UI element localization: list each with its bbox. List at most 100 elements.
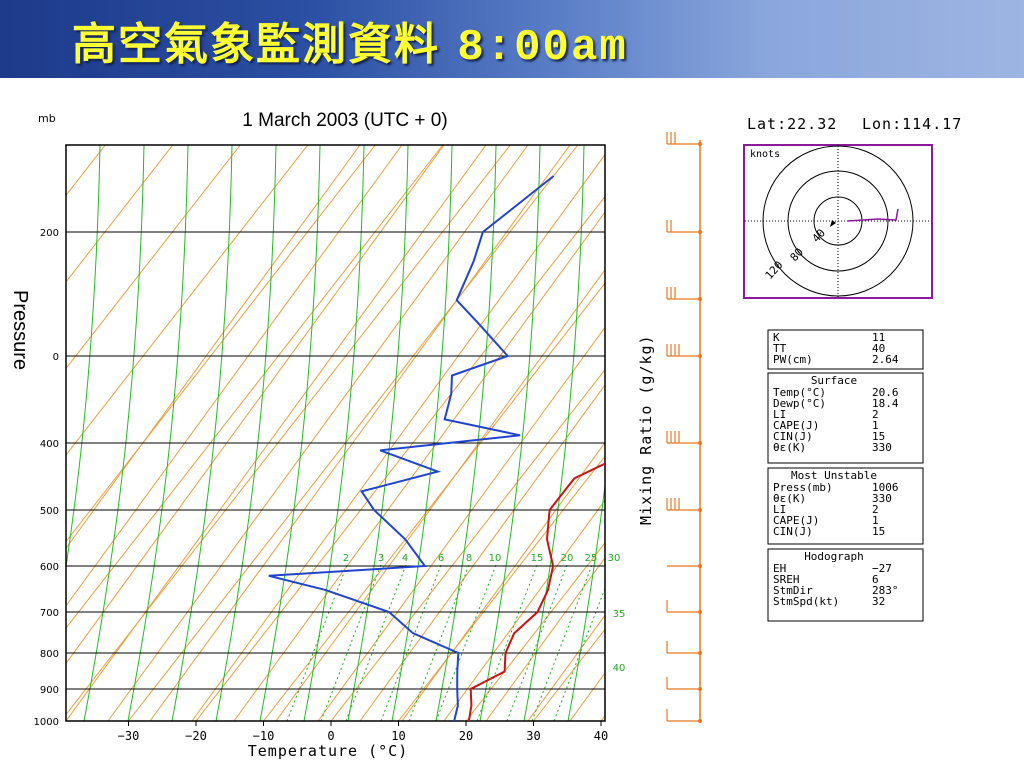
indices-row-label: Dewp(°C) xyxy=(773,397,826,410)
wind-barb xyxy=(666,498,700,511)
indices-row-value: 2 xyxy=(872,503,879,516)
indices-box xyxy=(767,329,924,370)
mixing-ratio-axis-label: Mixing Ratio (g/kg) xyxy=(637,334,655,525)
wind-barb xyxy=(666,132,700,145)
isotherm-line xyxy=(398,455,605,721)
mixing-ratio-label: 20 xyxy=(561,553,574,564)
indices-row-value: 40 xyxy=(872,342,885,355)
indices-row-value: 283° xyxy=(872,584,899,597)
mixing-ratio-label: 4 xyxy=(402,553,408,564)
mixing-ratio-label: 10 xyxy=(489,553,502,564)
y-tick-label: 400 xyxy=(40,439,59,450)
wind-barb xyxy=(666,287,700,300)
moist-adiabat-line xyxy=(66,145,101,571)
isobar-lines xyxy=(66,231,605,722)
dewpoint-profile-line xyxy=(268,175,555,721)
indices-row-value: 1 xyxy=(872,514,879,527)
wind-barb xyxy=(666,431,700,444)
indices-row-label: CIN(J) xyxy=(773,430,813,443)
indices-row-value: 11 xyxy=(872,331,885,344)
x-axis-label: Temperature (°C) xyxy=(248,742,409,760)
indices-row-label: EH xyxy=(773,562,786,575)
wind-barb xyxy=(666,709,700,722)
dry-adiabat-line xyxy=(66,145,487,721)
indices-row-value: −27 xyxy=(872,562,892,575)
mixing-ratio-line xyxy=(435,564,497,721)
title-banner: 高空氣象監測資料 8:00am xyxy=(0,0,1024,78)
mixing-ratio-label: 8 xyxy=(466,553,472,564)
indices-row-label: CAPE(J) xyxy=(773,419,819,432)
indices-row-value: 32 xyxy=(872,595,885,608)
moist-adiabat-line xyxy=(171,145,233,721)
moist-adiabat-line xyxy=(259,145,321,721)
storm-motion-marker xyxy=(830,220,836,227)
indices-row-value: 6 xyxy=(872,573,879,586)
indices-row-label: θε(K) xyxy=(773,441,806,454)
indices-heading: Most Unstable xyxy=(791,469,877,482)
dry-adiabat-line xyxy=(66,145,403,607)
indices-row-label: LI xyxy=(773,408,786,421)
indices-row-value: 15 xyxy=(872,430,885,443)
y-tick-label: 900 xyxy=(40,685,59,696)
mixing-ratio-label: 35 xyxy=(613,609,626,620)
pressure-units-label: mb xyxy=(38,112,56,125)
indices-row-value: 15 xyxy=(872,525,885,538)
isotherm-line xyxy=(66,145,241,370)
moist-adiabat-line xyxy=(215,145,277,721)
mixing-ratio-label: 6 xyxy=(438,553,444,564)
y-axis-ticks: 1000 900 800 700 600 500 400 0 200 xyxy=(34,228,59,728)
indices-box xyxy=(767,467,924,545)
mixing-ratio-line xyxy=(408,564,470,721)
x-tick-label: −20 xyxy=(185,729,207,743)
mixing-ratio-label: 30 xyxy=(608,553,621,564)
y-tick-label: 1000 xyxy=(34,717,59,728)
indices-row-value: 330 xyxy=(872,441,892,454)
indices-row-label: SREH xyxy=(773,573,800,586)
indices-row-label: CIN(J) xyxy=(773,525,813,538)
indices-row-label: Temp(°C) xyxy=(773,386,826,399)
indices-row-label: StmDir xyxy=(773,584,813,597)
indices-row-value: 330 xyxy=(872,492,892,505)
dry-adiabat-line xyxy=(191,153,605,721)
indices-box xyxy=(767,372,924,464)
y-tick-label: 500 xyxy=(40,506,59,517)
wind-barb xyxy=(666,641,700,654)
wind-barb xyxy=(666,600,700,613)
indices-row-label: θε(K) xyxy=(773,492,806,505)
indices-row-label: LI xyxy=(773,503,786,516)
isotherm-line xyxy=(330,368,605,721)
indices-row-value: 1 xyxy=(872,419,879,432)
page-title-text: 高空氣象監測資料 xyxy=(72,19,440,70)
dry-adiabat-line xyxy=(66,145,361,550)
indices-row-label: CAPE(J) xyxy=(773,514,819,527)
x-tick-label: −30 xyxy=(118,729,140,743)
x-tick-label: −10 xyxy=(253,729,275,743)
moist-adiabat-line xyxy=(303,145,365,721)
indices-row-label: PW(cm) xyxy=(773,353,813,366)
temperature-profile-line xyxy=(467,462,605,721)
mixing-ratio-label: 25 xyxy=(585,553,598,564)
indices-row-label: TT xyxy=(773,342,787,355)
mixing-ratio-line xyxy=(345,564,407,721)
indices-row-value: 1006 xyxy=(872,481,899,494)
hodograph-trace xyxy=(847,208,899,222)
moist-adiabat-line xyxy=(83,145,145,721)
mixing-ratio-label: 3 xyxy=(378,553,384,564)
y-tick-label: 0 xyxy=(53,352,59,363)
indices-heading: Hodograph xyxy=(804,550,864,563)
y-tick-label: 700 xyxy=(40,608,59,619)
indices-row-value: 2.64 xyxy=(872,353,899,366)
dry-adiabat-line xyxy=(359,384,605,721)
isotherm-line xyxy=(0,145,38,721)
dry-adiabat-line xyxy=(317,326,605,721)
x-tick-label: 30 xyxy=(526,729,540,743)
dry-adiabat-line xyxy=(485,556,605,721)
isotherm-line xyxy=(128,145,579,721)
indices-row-value: 20.6 xyxy=(872,386,899,399)
sounding-profiles xyxy=(268,175,605,721)
x-tick-label: 40 xyxy=(594,729,608,743)
isotherm-line xyxy=(195,195,605,721)
mixing-ratio-line xyxy=(506,564,568,721)
